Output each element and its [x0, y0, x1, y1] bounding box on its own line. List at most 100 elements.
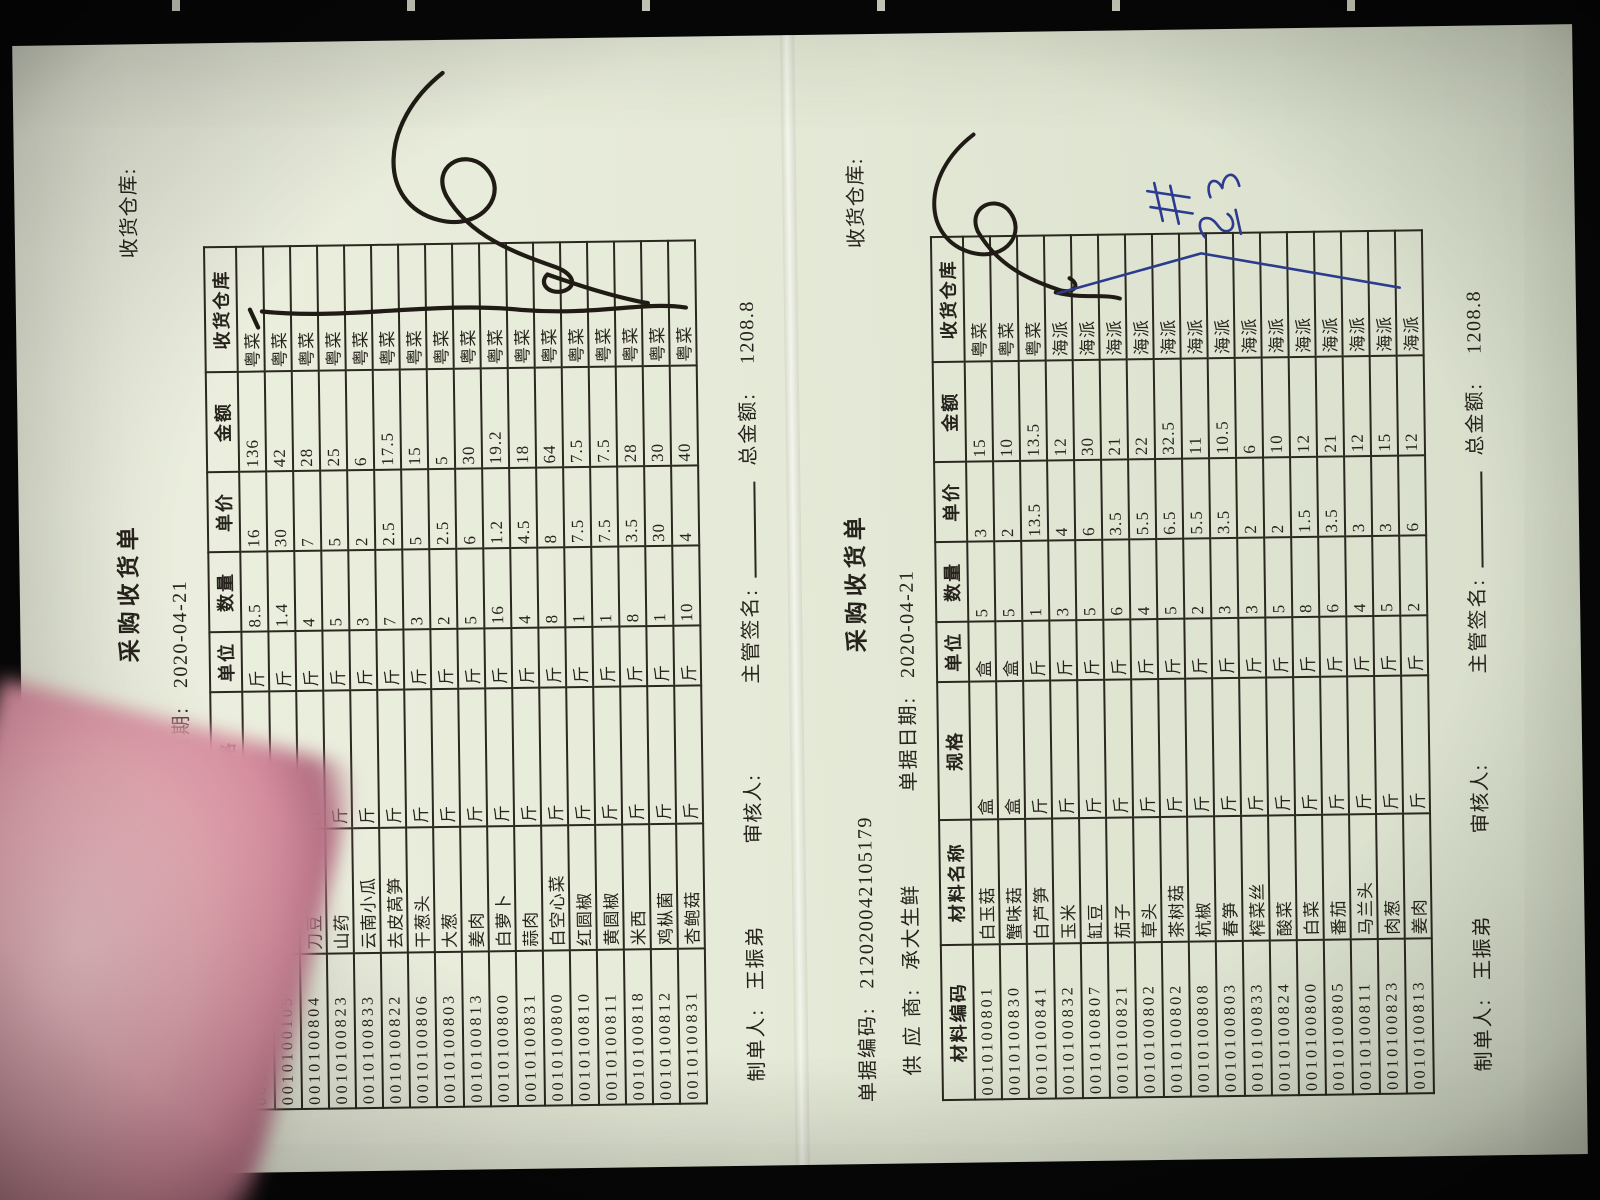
table-cell: 盒 — [996, 680, 1026, 820]
table-cell: 杭椒 — [1187, 816, 1216, 942]
table-cell: 玉米 — [1052, 818, 1081, 944]
table-cell: 0010100823 — [326, 953, 357, 1109]
table-cell: 粤菜 — [478, 243, 508, 369]
table-cell: 斤 — [1374, 675, 1404, 814]
table-cell: 榨菜丝 — [1241, 815, 1270, 941]
table-cell: 6 — [1102, 539, 1131, 620]
table-cell: 斤 — [1401, 675, 1431, 814]
table-cell: 0010100808 — [1188, 941, 1218, 1097]
table-cell: 4 — [1129, 539, 1158, 620]
table-cell: 6 — [345, 369, 375, 471]
table-cell: 姜肉 — [1403, 813, 1432, 939]
table-cell: 15 — [399, 369, 429, 470]
table-cell: 3 — [1210, 537, 1239, 619]
table-cell: 斤 — [1400, 615, 1429, 676]
doc-number-label: 单据编码: — [856, 1006, 881, 1103]
table-cell: 海派 — [1313, 231, 1343, 357]
table-cell: 斤 — [1185, 678, 1215, 817]
table-cell: 0010100810 — [569, 949, 600, 1106]
table-cell: 斤 — [674, 685, 704, 824]
table-cell: 海派 — [1205, 232, 1235, 359]
table-cell: 7.5 — [561, 366, 591, 468]
table-cell: 30 — [1072, 359, 1102, 461]
table-cell: 斤 — [1103, 619, 1132, 680]
table-cell: 马兰头 — [1349, 813, 1378, 940]
table-cell: 粤菜 — [962, 236, 992, 362]
supervisor-line: 主管签名: — [1459, 471, 1491, 674]
total-value: 1208.8 — [1462, 289, 1486, 355]
table-cell: 斤 — [1266, 677, 1296, 816]
table-cell: 8 — [537, 547, 566, 628]
materials-table: 材料编码 材料名称 规格 单位 数量 单价 金额 收货仓库 0010100801 白玉菇盒盒 5 3… — [930, 229, 1435, 1101]
table-cell: 斤 — [1347, 675, 1377, 815]
table-cell: 草头 — [1133, 816, 1162, 943]
table-cell: 3 — [1237, 537, 1266, 618]
table-cell: 斤 — [1184, 618, 1213, 679]
table-cell: 12 — [1288, 356, 1318, 458]
table-cell: 15 — [964, 361, 994, 462]
table-cell: 5.5 — [1182, 458, 1211, 539]
table-cell: 4.5 — [509, 467, 538, 549]
table-cell: 0010100801 — [972, 944, 1002, 1100]
table-cell: 3 — [402, 549, 431, 630]
table-cell: 30 — [642, 365, 672, 467]
table-cell: 12 — [1396, 355, 1426, 456]
column-header: 材料编码 — [940, 944, 975, 1101]
table-cell: 缸豆 — [1079, 817, 1108, 944]
table-cell: 粤菜 — [317, 245, 346, 371]
table-cell: 斤 — [593, 686, 623, 825]
table-cell: 3.5 — [617, 466, 646, 547]
table-cell: 白芦笋 — [1025, 818, 1054, 944]
table-cell: 粤菜 — [559, 241, 589, 368]
table-cell: 21 — [1315, 356, 1345, 457]
table-cell: 2.5 — [428, 468, 457, 550]
table-cell: 3.5 — [1209, 457, 1238, 539]
table-cell: 斤 — [592, 626, 621, 687]
table-cell: 2 — [1236, 457, 1265, 538]
receipt-title: 采购收货单 — [115, 522, 143, 663]
table-cell: 18 — [507, 367, 537, 469]
table-cell: 0010100841 — [1026, 943, 1056, 1099]
column-header: 收货仓库 — [930, 236, 965, 363]
table-cell: 粤菜 — [505, 242, 535, 369]
table-cell: 斤 — [1346, 615, 1375, 677]
table-cell: 0010100807 — [1080, 942, 1110, 1099]
table-cell: 斤 — [1238, 617, 1267, 678]
table-cell: 0010100823 — [1377, 938, 1407, 1094]
table-cell: 斤 — [431, 688, 461, 828]
table-cell: 米西 — [622, 824, 651, 950]
table-cell: 22 — [1126, 359, 1156, 460]
table-cell: 斤 — [1157, 618, 1186, 680]
table-cell: 0010100802 — [1161, 941, 1191, 1097]
table-cell: 斤 — [1320, 676, 1350, 815]
table-cell: 10.5 — [1207, 357, 1237, 459]
table-cell: 15 — [1369, 355, 1399, 457]
table-cell: 斤 — [403, 629, 432, 690]
table-cell: 0010100822 — [380, 952, 411, 1108]
table-cell: 斤 — [485, 688, 515, 827]
table-cell: 蟹味菇 — [998, 818, 1027, 945]
table-cell: 斤 — [673, 625, 702, 686]
table-cell: 斤 — [458, 688, 488, 827]
table-cell: 0010100833 — [1242, 940, 1272, 1096]
table-cell: 斤 — [1265, 617, 1294, 678]
table-cell: 3 — [1344, 456, 1373, 537]
table-cell: 1 — [564, 546, 593, 628]
table-cell: 6.5 — [1155, 458, 1184, 540]
table-cell: 0010100830 — [999, 943, 1029, 1100]
table-cell: 4 — [1345, 536, 1374, 617]
table-cell: 斤 — [349, 629, 378, 691]
table-cell: 25 — [318, 370, 348, 471]
table-cell: 10 — [991, 360, 1021, 462]
table-cell: 斤 — [1319, 616, 1348, 677]
table-cell: 16 — [239, 471, 268, 552]
table-cell: 斤 — [566, 686, 596, 826]
column-header: 金额 — [932, 361, 967, 463]
date-value: 2020-04-21 — [895, 569, 920, 679]
table-cell: 海派 — [1097, 234, 1127, 360]
table-cell: 斤 — [268, 631, 297, 692]
date-line: 单据日期: 2020-04-21 — [890, 569, 922, 791]
table-cell: 1.5 — [1290, 456, 1319, 538]
table-cell: 粤菜 — [613, 241, 643, 367]
table-cell: 斤 — [1293, 676, 1323, 816]
